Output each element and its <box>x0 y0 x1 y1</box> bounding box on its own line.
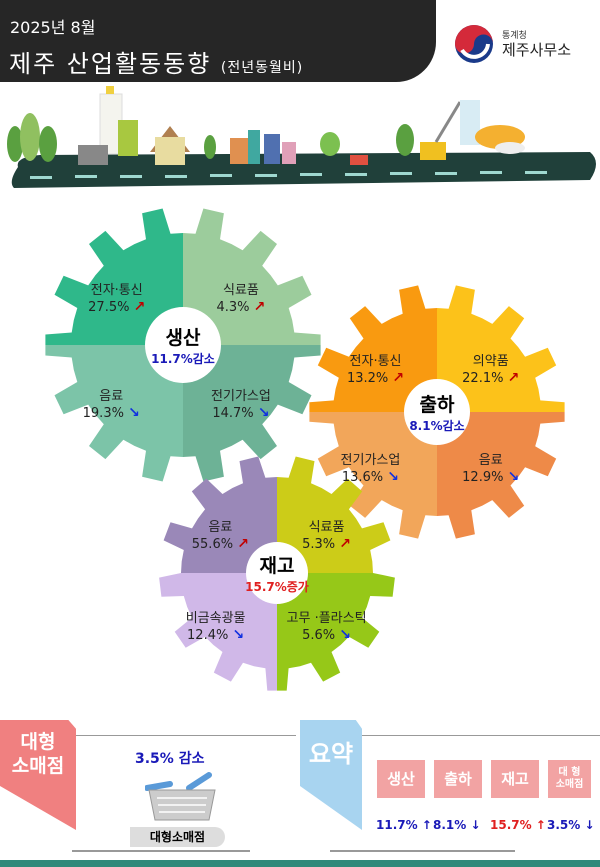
gear-hub <box>404 379 470 445</box>
summary-value: 3.5% ↓ <box>547 818 595 832</box>
summary-bottom-line <box>330 850 515 852</box>
office-name: 제주사무소 <box>502 41 572 59</box>
arrow-up-icon: ↗ <box>507 370 520 387</box>
report-date: 2025년 8월 <box>10 18 96 37</box>
gear-title: 생산 <box>165 327 201 349</box>
item-label: 음료 <box>478 452 503 468</box>
item-value: 13.6% <box>341 469 384 485</box>
gear-item: 음료 12.9% ↘ <box>446 453 536 486</box>
retail-ribbon: 대형 소매점 <box>0 720 76 830</box>
item-value: 4.3% <box>216 299 250 315</box>
arrow-down-icon: ↘ <box>128 405 140 422</box>
statistics-logo: 통계청 제주사무소 <box>452 22 592 66</box>
gear-hub <box>246 542 308 604</box>
item-value: 12.9% <box>462 469 504 485</box>
gear-title: 출하 <box>419 394 455 416</box>
item-label: 전자·통신 <box>90 282 143 298</box>
gear-total: 8.1%감소 <box>409 419 465 433</box>
retail-value: 3.5% 감소 <box>135 751 205 767</box>
gear-item: 전기가스업 14.7% ↘ <box>196 389 286 422</box>
item-label: 고무 ·플라스틱 <box>286 610 367 626</box>
arrow-up-icon: ↗ <box>339 535 351 552</box>
gear-item: 전기가스업 13.6% ↘ <box>325 453 415 486</box>
gear-item: 음료 55.6% ↗ <box>175 520 265 553</box>
summary-value: 8.1% ↓ <box>433 818 481 832</box>
item-label: 전자·통신 <box>349 354 402 370</box>
shopping-basket-icon <box>145 772 216 821</box>
gear-item: 전자·통신 13.2% ↗ <box>331 354 421 387</box>
retail-bottom-line <box>72 850 250 852</box>
item-value: 55.6% <box>191 536 234 552</box>
gears-diagram <box>45 208 565 691</box>
gear-item: 음료 19.3% ↘ <box>66 389 156 422</box>
arrow-down-icon: ↘ <box>387 468 400 485</box>
arrow-down-icon: ↘ <box>507 468 520 485</box>
item-value: 12.4% <box>187 627 229 643</box>
gear-hub-label: 재고 15.7%증가 <box>232 551 322 595</box>
gear-item: 식료품 4.3% ↗ <box>196 283 286 316</box>
summary-box: 출하 <box>434 760 482 798</box>
arrow-up-icon: ↗ <box>392 370 405 387</box>
footer-bar <box>0 860 600 867</box>
summary-top-line <box>362 735 600 736</box>
summary-ribbon: 요약 <box>300 720 362 830</box>
gear-title: 재고 <box>259 555 295 577</box>
gear-item: 식료품 5.3% ↗ <box>282 520 372 553</box>
gear-item: 고무 ·플라스틱 5.6% ↘ <box>282 611 372 644</box>
gear-hub <box>145 307 221 383</box>
taegeuk-logo-icon <box>455 25 493 63</box>
item-value: 27.5% <box>88 299 130 315</box>
header-banner: 2025년 8월 제주 산업활동동향 (전년동월비) <box>0 0 436 82</box>
arrow-up-icon: ↗ <box>237 535 249 552</box>
arrow-down-icon: ↘ <box>257 405 270 422</box>
item-value: 14.7% <box>212 406 254 422</box>
summary-box: 대 형 소매점 <box>548 760 591 798</box>
arrow-up-icon: ↗ <box>133 298 146 315</box>
item-label: 식료품 <box>223 282 259 298</box>
page-title: 제주 산업활동동향 (전년동월비) <box>9 44 303 79</box>
item-value: 5.6% <box>302 627 336 643</box>
city-illustration <box>7 86 596 188</box>
arrow-down-icon: ↘ <box>339 626 351 643</box>
item-label: 전기가스업 <box>340 452 401 468</box>
title-text: 제주 산업활동동향 <box>9 50 212 78</box>
item-label: 음료 <box>208 519 233 535</box>
item-value: 5.3% <box>302 536 336 552</box>
arrow-up-icon: ↗ <box>253 298 266 315</box>
retail-top-line <box>76 735 296 736</box>
item-label: 전기가스업 <box>211 389 271 405</box>
item-value: 22.1% <box>462 371 504 387</box>
summary-value: 15.7% ↑ <box>490 818 546 832</box>
summary-box: 재고 <box>491 760 539 798</box>
summary-value: 11.7% ↑ <box>376 818 432 832</box>
title-subtitle: (전년동월비) <box>220 60 304 76</box>
gear-total: 11.7%감소 <box>151 352 215 366</box>
summary-box: 생산 <box>377 760 425 798</box>
arrow-down-icon: ↘ <box>232 626 245 643</box>
item-label: 식료품 <box>308 519 345 535</box>
item-value: 19.3% <box>82 406 124 422</box>
item-value: 13.2% <box>346 371 389 387</box>
gear-hub-label: 생산 11.7%감소 <box>138 323 228 367</box>
gear-total: 15.7%증가 <box>245 580 309 594</box>
gear-hub-label: 출하 8.1%감소 <box>392 390 482 434</box>
retail-label: 대형소매점 <box>130 827 225 847</box>
gear-item: 전자·통신 27.5% ↗ <box>72 283 162 316</box>
org-name: 통계청 <box>502 31 527 41</box>
gear-item: 비금속광물 12.4% ↘ <box>171 611 261 644</box>
item-label: 음료 <box>99 389 124 405</box>
item-label: 의약품 <box>472 354 509 370</box>
item-label: 비금속광물 <box>185 610 246 626</box>
gear-item: 의약품 22.1% ↗ <box>446 354 536 387</box>
